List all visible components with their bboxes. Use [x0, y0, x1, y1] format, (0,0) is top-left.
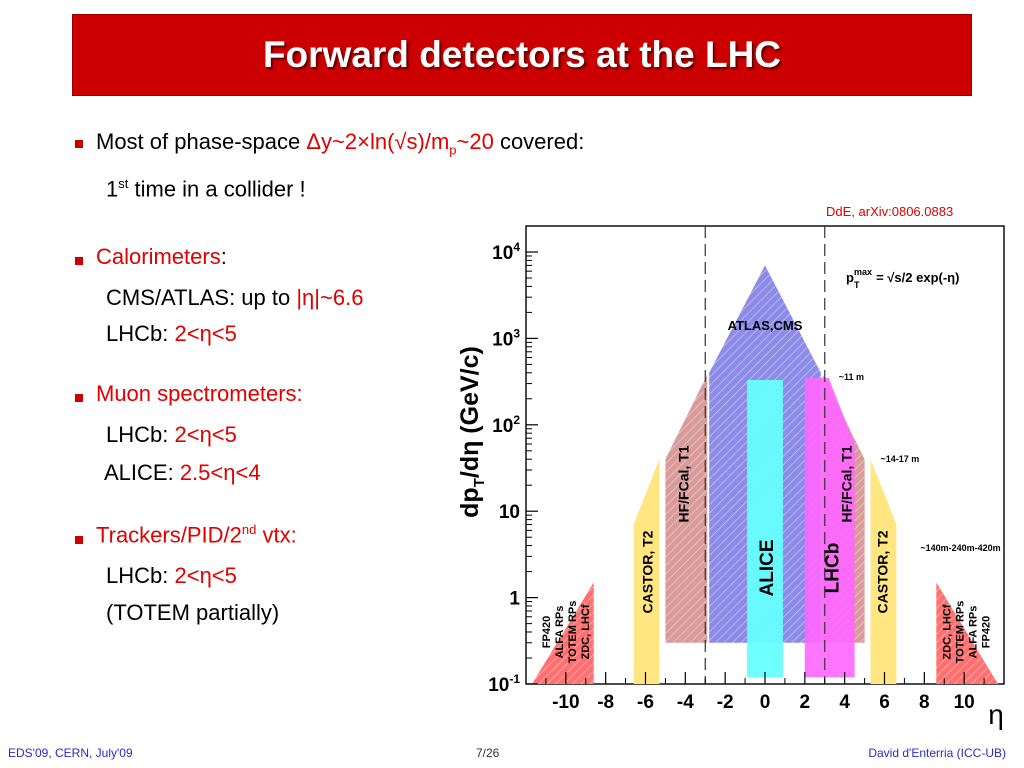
page-number: 7/26 [476, 746, 500, 760]
totem-note: (TOTEM partially) [106, 600, 280, 625]
far-forward-right-label: TOTEM RPs [954, 601, 966, 664]
first-time-note: 1st time in a collider ! [106, 176, 306, 202]
x-tick-label: -4 [677, 692, 694, 713]
formula-subscript: p [449, 142, 457, 158]
castor-right-label: CASTOR, T2 [875, 530, 891, 613]
far-forward-right-label: FP420 [980, 616, 992, 648]
distance-annotation: ~14-17 m [881, 454, 920, 464]
y-tick-label: 103 [492, 326, 520, 350]
formula-tail: ~20 [456, 129, 494, 154]
lhcb-label: LHCb [823, 543, 844, 594]
y-tick-label: 10 [499, 502, 520, 523]
lhcb-tracker-line: LHCb: 2<η<5 [106, 563, 237, 589]
lhcb-area [804, 377, 855, 678]
y-axis-title: dpT/dη (GeV/c) [456, 346, 488, 518]
hf-fcal-left [665, 374, 708, 643]
far-forward-left-label: FP420 [541, 616, 553, 648]
lhcb-muon-label: LHCb: [106, 422, 175, 447]
alice-muon-label: ALICE: [104, 460, 180, 485]
lhcb-calo-range: 2<η<5 [174, 321, 237, 346]
distance-annotation: ~140m-240m-420m [920, 543, 1000, 553]
calorimeters-head: Calorimeters [96, 244, 221, 269]
castor-left-label: CASTOR, T2 [639, 530, 655, 613]
bullet-marker [75, 536, 83, 544]
y-tick-label: 10-1 [488, 672, 520, 696]
lhcb-muon-range: 2<η<5 [174, 422, 237, 447]
bullet-muon: Muon spectrometers: [96, 381, 303, 407]
bullet1-tail: covered: [493, 129, 585, 154]
y-tick-label: 1 [509, 589, 520, 610]
alice-area [747, 380, 783, 678]
title-bar: Forward detectors at the LHC [72, 14, 972, 96]
lhcb-calo-label: LHCb: [106, 321, 175, 346]
far-forward-left-label: ZDC, LHCf [580, 604, 592, 659]
lhcb-calo-line: LHCb: 2<η<5 [106, 321, 237, 347]
footer-event: EDS'09, CERN, July'09 [8, 746, 133, 760]
x-tick-label: -8 [597, 692, 614, 713]
castor-left [633, 459, 660, 684]
x-tick-label: 6 [879, 692, 890, 713]
far-forward-left-label: TOTEM RPs [567, 601, 579, 664]
acceptance-chart: 10-1 1 10 102 103 104 -10 -8 -6 -4 -2 0 2 4 6 8 10 dpT/dη… [440, 222, 1024, 742]
x-tick-label: -10 [552, 692, 579, 713]
lhcb-tracker-label: LHCb: [106, 563, 175, 588]
muon-head: Muon spectrometers: [96, 381, 303, 406]
x-tick-label: 2 [800, 692, 811, 713]
cms-atlas-line: CMS/ATLAS: up to |η|~6.6 [106, 285, 363, 311]
delta-symbol: Δ [306, 129, 322, 154]
first-rest: time in a collider ! [128, 176, 306, 202]
bullet-phase-space: Most of phase-space Δy~2×ln(√s)/mp~20 co… [96, 129, 584, 157]
hf-fcal-right-label: HF/FCal, T1 [839, 445, 855, 522]
far-forward-right-label: ALFA RPs [967, 606, 979, 659]
distance-annotation: ~11 m [839, 372, 864, 382]
bullet-calorimeters: Calorimeters: [96, 244, 227, 270]
lhcb-tracker-range: 2<η<5 [174, 563, 237, 588]
cms-atlas-range: |η|~6.6 [296, 285, 364, 310]
calorimeters-colon: : [220, 244, 227, 269]
first-num: 1 [106, 176, 119, 202]
trackers-head: Trackers/PID/2 [96, 522, 242, 548]
phase-space-formula: y~2×ln(√s)/m [321, 129, 450, 154]
alice-muon-line: ALICE: 2.5<η<4 [104, 460, 261, 486]
totem-line: (TOTEM partially) [106, 600, 279, 626]
x-tick-label: 10 [954, 692, 975, 713]
bullet-marker [75, 257, 83, 265]
bullet1-lead: Most of phase-space [96, 129, 307, 154]
x-tick-label: 0 [760, 692, 771, 713]
y-tick-label: 102 [492, 413, 520, 437]
first-sup: st [118, 176, 129, 191]
slide-title: Forward detectors at the LHC [262, 34, 782, 75]
trackers-tail: vtx: [256, 522, 297, 548]
x-axis-title: η [988, 699, 1004, 730]
bullet-marker [75, 394, 83, 402]
bullet-marker [75, 140, 83, 148]
far-forward-left-label: ALFA RPs [554, 606, 566, 659]
chart-svg: 10-1 1 10 102 103 104 -10 -8 -6 -4 -2 0 2 4 6 8 10 dpT/dη… [456, 225, 1005, 730]
atlas-cms-label: ATLAS,CMS [728, 318, 803, 333]
lhcb-muon-line: LHCb: 2<η<5 [106, 422, 237, 448]
cms-atlas-label: CMS/ATLAS: up to [106, 285, 297, 310]
alice-label: ALICE [757, 540, 778, 597]
y-tick-label: 104 [492, 240, 520, 264]
far-forward-right-label: ZDC, LHCf [941, 604, 953, 659]
bullet-trackers: Trackers/PID/2nd vtx: [96, 522, 297, 548]
castor-right [870, 459, 897, 684]
pt-max-formula: pmax T = √s/2 exp(-η) [846, 267, 959, 290]
far-forward-right [936, 582, 998, 684]
hf-fcal-left-label: HF/FCal, T1 [675, 445, 691, 522]
footer-author: David d'Enterria (ICC-UB) [868, 746, 1006, 760]
citation: DdE, arXiv:0806.0883 [826, 204, 954, 219]
x-tick-label: 4 [839, 692, 850, 713]
trackers-sup: nd [241, 522, 257, 537]
x-tick-label: -2 [717, 692, 734, 713]
x-tick-label: 8 [919, 692, 930, 713]
x-tick-label: -6 [637, 692, 654, 713]
alice-muon-range: 2.5<η<4 [179, 460, 261, 485]
